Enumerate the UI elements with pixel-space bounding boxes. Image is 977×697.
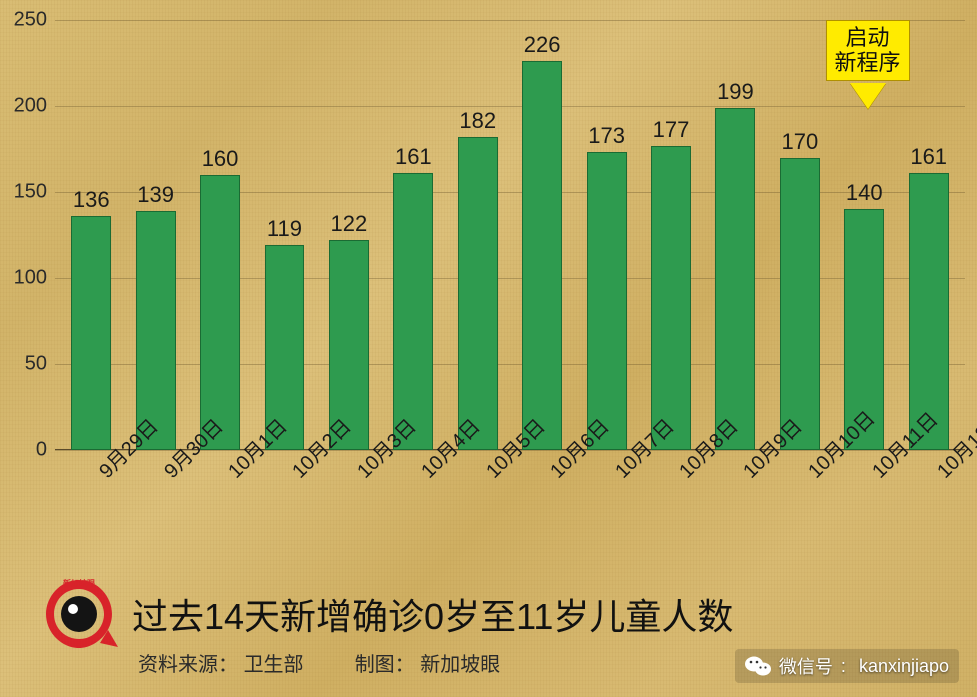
brand-logo: 新加坡眼 — [40, 575, 118, 653]
bar-value-label: 160 — [202, 146, 239, 172]
source-label: 资料来源： — [138, 654, 238, 676]
bar-value-label: 136 — [73, 187, 110, 213]
source-row: 资料来源： 卫生部 制图： 新加坡眼 — [138, 648, 500, 677]
x-axis-tick-label: 10月10日 — [768, 455, 832, 575]
bar: 173 — [587, 152, 627, 450]
x-axis-tick-label: 10月7日 — [574, 455, 638, 575]
x-axis-tick-label: 10月2日 — [252, 455, 316, 575]
bar-slot: 173 — [574, 20, 638, 450]
x-axis-tick-label: 10月5日 — [446, 455, 510, 575]
x-axis-tick-label: 10月3日 — [317, 455, 381, 575]
ytick-label: 150 — [14, 181, 47, 204]
wechat-watermark: 微信号: kanxinjiapo — [735, 649, 959, 683]
bar-slot: 161 — [381, 20, 445, 450]
ytick-label: 200 — [14, 95, 47, 118]
callout-line2: 新程序 — [833, 50, 903, 75]
bar-value-label: 170 — [781, 129, 818, 155]
chart-title: 过去14天新增确诊0岁至11岁儿童人数 — [132, 588, 733, 640]
x-axis-tick-label: 10月9日 — [703, 455, 767, 575]
svg-text:新加坡眼: 新加坡眼 — [63, 578, 95, 588]
wechat-label: 微信号 — [779, 653, 833, 679]
callout-arrow-icon — [850, 83, 886, 109]
callout-line1: 启动 — [833, 25, 903, 50]
bar-slot: 160 — [188, 20, 252, 450]
bar: 161 — [909, 173, 949, 450]
bar-value-label: 139 — [137, 182, 174, 208]
source-value: 卫生部 — [244, 654, 304, 676]
bar-slot: 226 — [510, 20, 574, 450]
x-axis-tick-label: 9月29日 — [59, 455, 123, 575]
bar-slot: 177 — [639, 20, 703, 450]
bar-slot: 182 — [446, 20, 510, 450]
x-axis-tick-label: 10月11日 — [832, 455, 896, 575]
title-row: 新加坡眼 过去14天新增确诊0岁至11岁儿童人数 — [40, 575, 940, 653]
bar: 226 — [522, 61, 562, 450]
bar-value-label: 119 — [267, 216, 302, 242]
wechat-icon — [745, 655, 771, 677]
bar-value-label: 199 — [717, 79, 754, 105]
bar: 177 — [651, 146, 691, 450]
bar: 199 — [715, 108, 755, 450]
x-axis-tick-label: 10月4日 — [381, 455, 445, 575]
bar: 160 — [200, 175, 240, 450]
bar-slot: 170 — [768, 20, 832, 450]
bar-value-label: 182 — [459, 108, 496, 134]
bar-slot: 199 — [703, 20, 767, 450]
x-axis-tick-label: 9月30日 — [123, 455, 187, 575]
x-axis-tick-label: 10月8日 — [639, 455, 703, 575]
maker-label: 制图： — [355, 654, 415, 676]
bar-slot: 136 — [59, 20, 123, 450]
bar: 170 — [780, 158, 820, 450]
bar: 161 — [393, 173, 433, 450]
bar-value-label: 161 — [395, 144, 432, 170]
bar: 136 — [71, 216, 111, 450]
bar-value-label: 161 — [910, 144, 947, 170]
bar-value-label: 122 — [331, 211, 368, 237]
x-axis-tick-label: 10月6日 — [510, 455, 574, 575]
maker-value: 新加坡眼 — [420, 654, 500, 676]
bar-slot: 139 — [123, 20, 187, 450]
ytick-label: 50 — [25, 353, 47, 376]
x-axis-tick-label: 10月12日 — [896, 455, 960, 575]
callout-box: 启动 新程序 — [826, 20, 910, 81]
x-axis-labels: 9月29日9月30日10月1日10月2日10月3日10月4日10月5日10月6日… — [55, 455, 965, 575]
wechat-id: kanxinjiapo — [859, 656, 949, 677]
bar-value-label: 173 — [588, 123, 625, 149]
bar-value-label: 177 — [653, 117, 690, 143]
bar: 182 — [458, 137, 498, 450]
bar-value-label: 226 — [524, 32, 561, 58]
bar-slot: 119 — [252, 20, 316, 450]
ytick-label: 0 — [36, 439, 47, 462]
x-axis-tick-label: 10月1日 — [188, 455, 252, 575]
ytick-label: 250 — [14, 9, 47, 32]
bar-slot: 122 — [317, 20, 381, 450]
callout-annotation: 启动 新程序 — [826, 20, 910, 109]
ytick-label: 100 — [14, 267, 47, 290]
bar-value-label: 140 — [846, 180, 883, 206]
